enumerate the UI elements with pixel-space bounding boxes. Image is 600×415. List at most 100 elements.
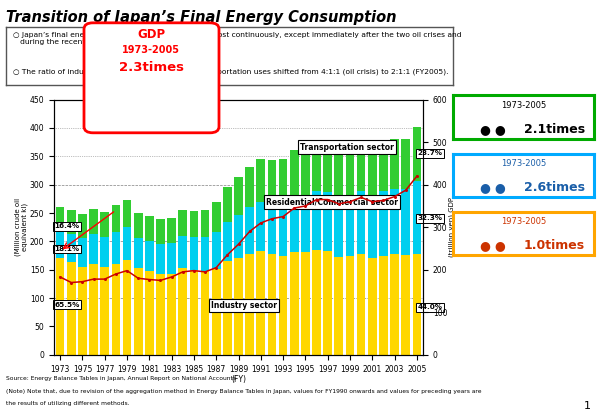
Bar	[190, 237, 198, 270]
Bar	[245, 166, 254, 208]
Bar	[268, 160, 276, 204]
Bar	[290, 197, 299, 251]
Text: 32.3%: 32.3%	[418, 215, 443, 222]
Bar	[145, 271, 154, 355]
Bar	[268, 254, 276, 355]
Bar	[56, 232, 64, 259]
Bar	[256, 251, 265, 355]
Bar	[390, 254, 399, 355]
Bar	[212, 202, 221, 232]
Bar	[100, 237, 109, 267]
Text: 1973-2005: 1973-2005	[501, 217, 546, 226]
Bar	[334, 257, 343, 355]
Bar	[67, 262, 76, 355]
Bar	[100, 212, 109, 237]
Bar	[223, 187, 232, 222]
Text: Industry sector: Industry sector	[211, 301, 277, 310]
Bar	[401, 255, 410, 355]
Text: 1: 1	[584, 401, 591, 411]
Text: 23.7%: 23.7%	[418, 150, 443, 156]
Bar	[122, 259, 131, 355]
Bar	[379, 191, 388, 256]
Bar	[379, 142, 388, 191]
Bar	[290, 251, 299, 355]
Bar	[178, 236, 187, 268]
Bar	[212, 232, 221, 269]
Text: Transition of Japan’s Final Energy Consumption: Transition of Japan’s Final Energy Consu…	[6, 10, 397, 25]
Bar	[379, 256, 388, 355]
Bar	[156, 244, 165, 274]
Bar	[201, 271, 209, 355]
Bar	[167, 274, 176, 355]
Text: ● ●: ● ●	[479, 239, 505, 252]
Text: 18.1%: 18.1%	[55, 246, 80, 252]
Bar	[122, 200, 131, 227]
Text: Residential/Commercial sector: Residential/Commercial sector	[266, 198, 398, 207]
X-axis label: (FY): (FY)	[231, 375, 246, 384]
Bar	[368, 259, 377, 355]
Text: ○ The ratio of industrial: commercial/residential: transportation uses shifted f: ○ The ratio of industrial: commercial/re…	[13, 69, 448, 75]
Bar	[390, 189, 399, 254]
Bar	[100, 267, 109, 355]
Bar	[89, 234, 98, 264]
Bar	[323, 192, 332, 251]
Bar	[201, 210, 209, 237]
Bar	[357, 141, 365, 191]
Bar	[413, 127, 421, 181]
Bar	[368, 195, 377, 259]
Bar	[201, 237, 209, 271]
Text: Transportation sector: Transportation sector	[300, 142, 394, 151]
Bar	[234, 259, 243, 355]
Bar	[312, 250, 321, 355]
Bar	[223, 222, 232, 261]
Text: 1973-2005: 1973-2005	[501, 159, 546, 168]
Bar	[279, 256, 287, 355]
Text: 16.4%: 16.4%	[55, 223, 80, 229]
Bar	[413, 181, 421, 254]
Bar	[89, 209, 98, 234]
Bar	[368, 146, 377, 195]
Bar	[178, 210, 187, 236]
Bar	[234, 215, 243, 259]
Bar	[156, 219, 165, 244]
Bar	[323, 251, 332, 355]
Bar	[401, 189, 410, 255]
Bar	[78, 214, 87, 238]
Text: 1973-2005: 1973-2005	[122, 45, 180, 55]
Bar	[89, 264, 98, 355]
Bar	[301, 252, 310, 355]
Bar	[279, 159, 287, 204]
Text: ○ Japan’s final energy consumption has increased almost continuously, except imm: ○ Japan’s final energy consumption has i…	[13, 32, 461, 45]
Bar	[245, 254, 254, 355]
Bar	[56, 208, 64, 232]
Bar	[357, 254, 365, 355]
Bar	[290, 150, 299, 197]
Text: 2.3times: 2.3times	[119, 61, 184, 73]
Bar	[346, 256, 355, 355]
Bar	[301, 147, 310, 196]
Bar	[67, 234, 76, 262]
Bar	[167, 218, 176, 242]
Bar	[67, 210, 76, 234]
Bar	[78, 267, 87, 355]
Bar	[223, 261, 232, 355]
Bar	[346, 146, 355, 195]
Bar	[268, 204, 276, 254]
Text: 44.0%: 44.0%	[418, 305, 443, 310]
Y-axis label: (trillion yen) GDP: (trillion yen) GDP	[449, 197, 455, 257]
Bar	[357, 191, 365, 254]
Bar	[112, 232, 120, 264]
Bar	[301, 196, 310, 252]
Bar	[134, 238, 143, 268]
Bar	[190, 211, 198, 237]
Bar	[112, 205, 120, 232]
Text: GDP: GDP	[137, 28, 165, 41]
Bar	[334, 198, 343, 257]
Bar	[312, 140, 321, 191]
Bar	[390, 139, 399, 189]
Bar	[334, 149, 343, 198]
Bar	[256, 159, 265, 202]
Text: the results of utilizing different methods.: the results of utilizing different metho…	[6, 401, 130, 406]
Text: 2.6times: 2.6times	[524, 181, 585, 194]
Bar	[413, 254, 421, 355]
